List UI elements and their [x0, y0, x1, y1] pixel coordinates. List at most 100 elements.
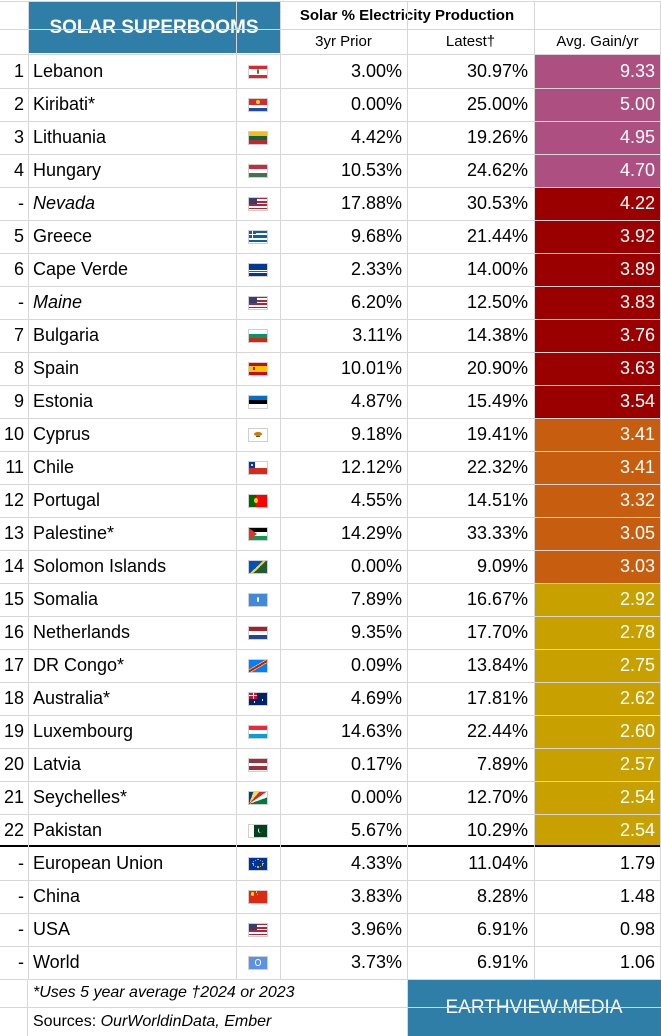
rank-cell: 20	[3, 754, 24, 774]
rank-cell: 22	[3, 820, 24, 840]
flag-cell	[236, 847, 280, 880]
column-header-latest: Latest†	[445, 33, 496, 50]
gain-value: 2.54	[534, 814, 661, 847]
latest-value: 8.28%	[476, 886, 528, 906]
gain-value: 3.32	[534, 484, 661, 517]
rank-cell: 10	[3, 424, 24, 444]
rank-cell: 12	[3, 490, 24, 510]
prior-value: 3.73%	[350, 952, 402, 972]
prior-value: 2.33%	[350, 259, 402, 279]
gridline-h	[0, 54, 661, 55]
gain-value: 3.54	[534, 385, 661, 418]
flag-cell	[236, 154, 280, 187]
prior-value: 10.53%	[340, 160, 402, 180]
country-name: Latvia	[33, 754, 82, 774]
gain-value: 2.75	[534, 649, 661, 682]
gridline-h	[0, 715, 661, 716]
column-header-prior: 3yr Prior	[315, 33, 372, 50]
netherlands-flag-icon	[248, 625, 268, 640]
flag-cell	[236, 253, 280, 286]
flag-cell	[236, 385, 280, 418]
latest-value: 6.91%	[476, 952, 528, 972]
country-name: Greece	[33, 226, 93, 246]
kiribati-flag-icon	[248, 97, 268, 112]
gain-value: 3.05	[534, 517, 661, 550]
latest-value: 21.44%	[466, 226, 528, 246]
table-row: 17 DR Congo* 0.09% 13.84% 2.75	[0, 649, 661, 682]
flag-cell	[236, 517, 280, 550]
country-name: European Union	[33, 853, 164, 873]
prior-value: 9.35%	[350, 622, 402, 642]
prior-value: 5.67%	[350, 820, 402, 840]
rank-cell: 14	[3, 556, 24, 576]
country-name: Estonia	[33, 391, 94, 411]
gridline-h	[0, 154, 661, 155]
table-row: 7 Bulgaria 3.11% 14.38% 3.76	[0, 319, 661, 352]
gain-value: 3.41	[534, 418, 661, 451]
flag-cell	[236, 748, 280, 781]
table-row: 1 Lebanon 3.00% 30.97% 9.33	[0, 55, 661, 88]
greece-flag-icon	[248, 229, 268, 244]
table-row: 6 Cape Verde 2.33% 14.00% 3.89	[0, 253, 661, 286]
prior-value: 0.17%	[350, 754, 402, 774]
flag-cell	[236, 913, 280, 946]
latest-value: 10.29%	[466, 820, 528, 840]
prior-value: 9.18%	[350, 424, 402, 444]
table-row: 3 Lithuania 4.42% 19.26% 4.95	[0, 121, 661, 154]
flag-cell	[236, 880, 280, 913]
flag-cell	[236, 484, 280, 517]
rank-cell: 4	[13, 160, 24, 180]
prior-value: 3.11%	[352, 325, 402, 345]
flag-cell	[236, 286, 280, 319]
rank-cell: 17	[3, 655, 24, 675]
country-name: Chile	[33, 457, 75, 477]
latest-value: 30.97%	[466, 61, 528, 81]
latest-value: 12.50%	[466, 292, 528, 312]
country-name: World	[33, 952, 80, 972]
gridline-h	[0, 649, 661, 650]
latest-value: 11.04%	[468, 853, 528, 873]
gridline-h	[0, 220, 661, 221]
spain-flag-icon	[248, 361, 268, 376]
latest-value: 19.41%	[466, 424, 528, 444]
rank-cell: -	[18, 292, 24, 312]
rank-cell: 13	[3, 523, 24, 543]
flag-cell	[236, 781, 280, 814]
sources-list: OurWorldinData, Ember	[100, 1013, 272, 1030]
latest-value: 33.33%	[466, 523, 528, 543]
table-row: - European Union 4.33% 11.04% 1.79	[0, 847, 661, 880]
rank-cell: 8	[13, 358, 24, 378]
flag-cell	[236, 814, 280, 847]
country-name: Cape Verde	[33, 259, 129, 279]
gridline-v	[27, 979, 28, 1036]
table-row: 16 Netherlands 9.35% 17.70% 2.78	[0, 616, 661, 649]
gain-value: 5.00	[534, 88, 661, 121]
latest-value: 22.44%	[466, 721, 528, 741]
table-row: 10 Cyprus 9.18% 19.41% 3.41	[0, 418, 661, 451]
table-row: 12 Portugal 4.55% 14.51% 3.32	[0, 484, 661, 517]
rank-cell: -	[18, 886, 24, 906]
gain-value: 2.54	[534, 781, 661, 814]
country-name: Bulgaria	[33, 325, 100, 345]
latest-value: 16.67%	[466, 589, 528, 609]
prior-value: 0.00%	[350, 787, 402, 807]
dr-congo-flag-icon	[248, 658, 268, 673]
flag-cell	[236, 88, 280, 121]
table-row: 15 Somalia 7.89% 16.67% 2.92	[0, 583, 661, 616]
prior-value: 0.09%	[350, 655, 402, 675]
gain-value: 2.57	[534, 748, 661, 781]
table-row: - China 3.83% 8.28% 1.48	[0, 880, 661, 913]
gain-value: 1.79	[619, 853, 655, 873]
gridline-h	[0, 781, 661, 782]
gain-value: 4.22	[534, 187, 661, 220]
gain-value: 2.92	[534, 583, 661, 616]
table-row: 9 Estonia 4.87% 15.49% 3.54	[0, 385, 661, 418]
latest-value: 17.81%	[466, 688, 528, 708]
country-name: DR Congo*	[33, 655, 125, 675]
latest-value: 15.49%	[466, 391, 528, 411]
latest-value: 14.38%	[466, 325, 528, 345]
gridline-h	[0, 1007, 661, 1008]
solomon-islands-flag-icon	[248, 559, 268, 574]
lithuania-flag-icon	[248, 130, 268, 145]
gridline-h	[0, 121, 661, 122]
